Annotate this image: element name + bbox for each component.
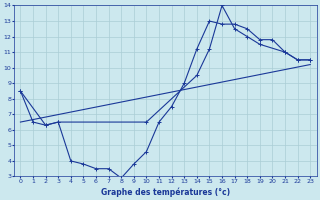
X-axis label: Graphe des températures (°c): Graphe des températures (°c) (101, 187, 230, 197)
